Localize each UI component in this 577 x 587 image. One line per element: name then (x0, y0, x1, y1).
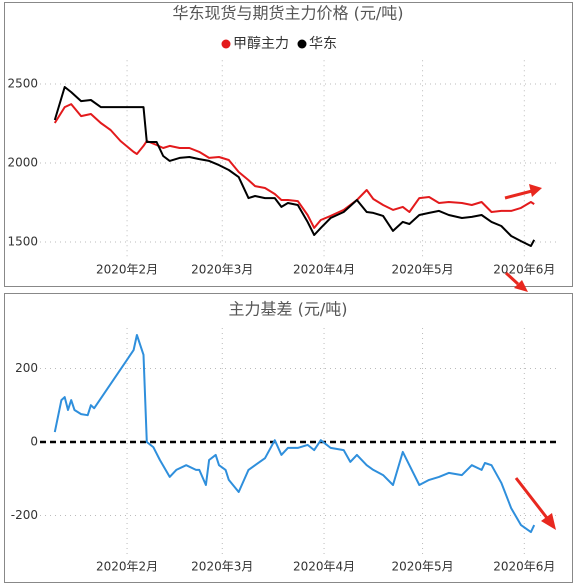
x-tick-label: 2020年2月 (96, 560, 158, 574)
x-tick-label: 2020年4月 (293, 560, 355, 574)
y-tick-label: 1500 (7, 235, 38, 249)
y-tick-label: -200 (11, 508, 38, 522)
y-tick-label: 2000 (7, 156, 38, 170)
arrow-head (541, 513, 556, 530)
x-tick-label: 2020年2月 (96, 263, 158, 277)
x-tick-label: 2020年5月 (391, 263, 453, 277)
legend-label: 甲醇主力 (233, 35, 289, 52)
panel-frame (4, 2, 573, 287)
x-tick-label: 2020年6月 (493, 263, 555, 277)
x-tick-label: 2020年3月 (191, 263, 253, 277)
arrow-head (529, 184, 542, 197)
chart-title: 主力基差 (元/吨) (229, 300, 348, 319)
annotation-arrows (504, 184, 556, 530)
x-tick-label: 2020年4月 (293, 263, 355, 277)
y-tick-label: 2500 (7, 77, 38, 91)
series-line (53, 334, 536, 534)
legend-marker (221, 39, 231, 49)
arrow (504, 271, 520, 286)
x-tick-label: 2020年3月 (191, 560, 253, 574)
arrow (504, 189, 533, 200)
series-line (53, 86, 536, 247)
y-tick-label: 200 (15, 361, 38, 375)
panel-frame (4, 293, 573, 583)
arrow (514, 477, 549, 519)
y-tick-label: 0 (30, 435, 38, 449)
legend-marker (297, 39, 307, 49)
legend-label: 华东 (309, 36, 337, 52)
arrow-head (514, 280, 528, 292)
x-tick-label: 2020年6月 (493, 560, 555, 574)
x-tick-label: 2020年5月 (391, 560, 453, 574)
series-line (53, 103, 535, 229)
chart-title: 华东现货与期货主力价格 (元/吨) (173, 4, 404, 23)
